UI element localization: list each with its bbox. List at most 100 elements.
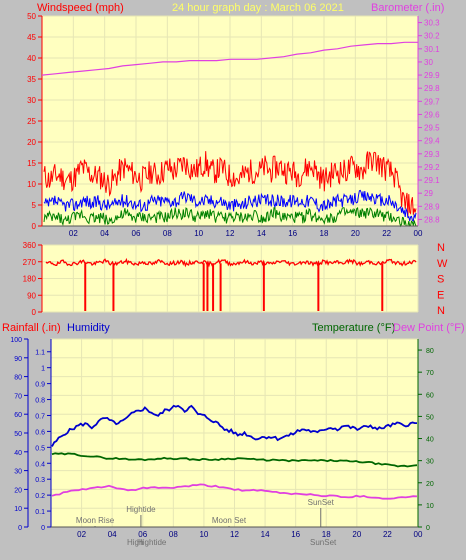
time-tick-label: 20 bbox=[352, 530, 361, 539]
time-tick-label: 14 bbox=[261, 530, 270, 539]
barometer-tick-label: 29.8 bbox=[424, 84, 440, 93]
barometer-tick-label: 29.3 bbox=[424, 150, 440, 159]
barometer-tick-label: 29.2 bbox=[424, 163, 440, 172]
direction-tick-label: 270 bbox=[23, 258, 37, 267]
time-tick-label: 12 bbox=[230, 530, 239, 539]
barometer-line bbox=[41, 41, 418, 76]
bottom-hightide-label: Hightide bbox=[137, 538, 167, 547]
rainfall-axis: 0 0.1 0.2 0.3 0.4 0.5 0.6 0.7 0.8 0.9 1 1.1 bbox=[35, 339, 52, 532]
windspeed-tick-label: 35 bbox=[27, 75, 36, 84]
humidity-line bbox=[51, 404, 417, 447]
windspeed-axis: 0 5 10 15 20 25 30 35 40 45 50 bbox=[27, 12, 43, 231]
barometer-axis: 28.8 28.9 29 29.1 29.2 29.3 29.4 29.5 29.6 29.7 29… bbox=[417, 16, 440, 226]
windspeed-tick-label: 40 bbox=[27, 54, 36, 63]
rainfall-tick-label: 0 bbox=[41, 525, 45, 532]
humidity-tick-label: 40 bbox=[14, 450, 22, 457]
barometer-tick-label: 29.4 bbox=[424, 137, 440, 146]
compass-label: N bbox=[437, 305, 445, 317]
temperature-tick-label: 50 bbox=[426, 414, 434, 421]
windspeed-tick-label: 45 bbox=[27, 33, 36, 42]
temperature-axis: 0 10 20 30 40 50 60 70 80 bbox=[417, 339, 434, 532]
time-tick-label: 00 bbox=[414, 530, 423, 539]
barometer-tick-label: 29.5 bbox=[424, 124, 440, 133]
wind-time-axis: 02 04 06 08 10 12 14 16 18 20 22 00 bbox=[42, 225, 423, 238]
wind-barometer-series bbox=[41, 41, 418, 228]
barometer-tick-label: 29.7 bbox=[424, 97, 440, 106]
wind-low-line bbox=[43, 206, 417, 228]
wind-direction-series bbox=[45, 257, 417, 311]
time-tick-label: 22 bbox=[382, 229, 391, 238]
humidity-tick-label: 0 bbox=[18, 525, 22, 532]
barometer-tick-label: 29 bbox=[424, 189, 433, 198]
time-tick-label: 20 bbox=[351, 229, 360, 238]
time-tick-label: 02 bbox=[69, 229, 78, 238]
rainfall-tick-label: 0.1 bbox=[35, 509, 45, 516]
dew-point-axis-title: Dew Point (°F) bbox=[393, 322, 465, 334]
time-tick-label: 22 bbox=[383, 530, 392, 539]
time-tick-label: 16 bbox=[291, 530, 300, 539]
temperature-tick-label: 10 bbox=[426, 503, 434, 510]
time-tick-label: 08 bbox=[169, 530, 178, 539]
humidity-tick-label: 30 bbox=[14, 469, 22, 476]
time-tick-label: 18 bbox=[320, 229, 329, 238]
bottom-sunset-label: SunSet bbox=[310, 538, 337, 547]
windspeed-tick-label: 50 bbox=[27, 12, 36, 21]
dew-point-line bbox=[51, 483, 418, 500]
rainfall-tick-label: 1 bbox=[41, 366, 45, 373]
temperature-tick-label: 0 bbox=[426, 525, 430, 532]
rainfall-tick-label: 0.7 bbox=[35, 413, 45, 420]
rainfall-tick-label: 0.6 bbox=[35, 429, 45, 436]
graph-title: 24 hour graph day : March 06 2021 bbox=[172, 2, 344, 14]
rainfall-tick-label: 0.9 bbox=[35, 382, 45, 389]
rainfall-tick-label: 0.4 bbox=[35, 461, 45, 468]
humidity-axis: 0 10 20 30 40 50 60 70 80 90 100 bbox=[10, 337, 29, 532]
humidity-tick-label: 100 bbox=[10, 337, 22, 344]
direction-tick-label: 360 bbox=[23, 241, 37, 250]
windspeed-tick-label: 10 bbox=[27, 180, 36, 189]
windspeed-tick-label: 5 bbox=[32, 201, 37, 210]
wind-direction-grid bbox=[42, 244, 419, 313]
barometer-tick-label: 30.1 bbox=[424, 45, 440, 54]
time-tick-label: 10 bbox=[199, 530, 208, 539]
temperature-tick-label: 70 bbox=[426, 370, 434, 377]
time-tick-label: 06 bbox=[132, 229, 141, 238]
temperature-tick-label: 80 bbox=[426, 348, 434, 355]
time-tick-label: 02 bbox=[77, 530, 86, 539]
direction-tick-label: 180 bbox=[23, 275, 37, 284]
rainfall-tick-label: 0.5 bbox=[35, 445, 45, 452]
temperature-axis-title: Temperature (°F) bbox=[312, 322, 395, 334]
rainfall-axis-title: Rainfall (.in) bbox=[2, 322, 61, 334]
windspeed-axis-title: Windspeed (mph) bbox=[37, 2, 124, 14]
time-tick-label: 06 bbox=[138, 530, 147, 539]
barometer-tick-label: 29.1 bbox=[424, 176, 440, 185]
barometer-tick-label: 29.9 bbox=[424, 71, 440, 80]
humidity-tick-label: 60 bbox=[14, 412, 22, 419]
moon-rise-label: Moon Rise bbox=[76, 516, 115, 525]
bottom-high-prefix-label: High bbox=[127, 538, 143, 547]
humidity-tick-label: 50 bbox=[14, 431, 22, 438]
windspeed-tick-label: 30 bbox=[27, 96, 36, 105]
barometer-tick-label: 29.6 bbox=[424, 110, 440, 119]
windspeed-tick-label: 25 bbox=[27, 117, 36, 126]
temperature-tick-label: 20 bbox=[426, 481, 434, 488]
wind-direction-axis: 360 270 180 90 0 bbox=[23, 241, 43, 317]
wind-average-line bbox=[43, 189, 417, 222]
sunset-label: SunSet bbox=[308, 498, 335, 507]
humidity-tick-label: 20 bbox=[14, 487, 22, 494]
windspeed-tick-label: 15 bbox=[27, 159, 36, 168]
wind-direction-line bbox=[45, 257, 417, 268]
time-tick-label: 00 bbox=[414, 229, 423, 238]
temperature-tick-label: 30 bbox=[426, 459, 434, 466]
barometer-tick-label: 30.3 bbox=[424, 19, 440, 28]
barometer-tick-label: 30 bbox=[424, 58, 433, 67]
wind-gust-line bbox=[43, 151, 417, 217]
rainfall-tick-label: 0.3 bbox=[35, 477, 45, 484]
windspeed-tick-label: 20 bbox=[27, 138, 36, 147]
rainfall-tick-label: 0.2 bbox=[35, 493, 45, 500]
windspeed-tick-label: 0 bbox=[32, 222, 37, 231]
high-tide-label: Hightide bbox=[126, 505, 156, 514]
barometer-tick-label: 28.9 bbox=[424, 202, 440, 211]
